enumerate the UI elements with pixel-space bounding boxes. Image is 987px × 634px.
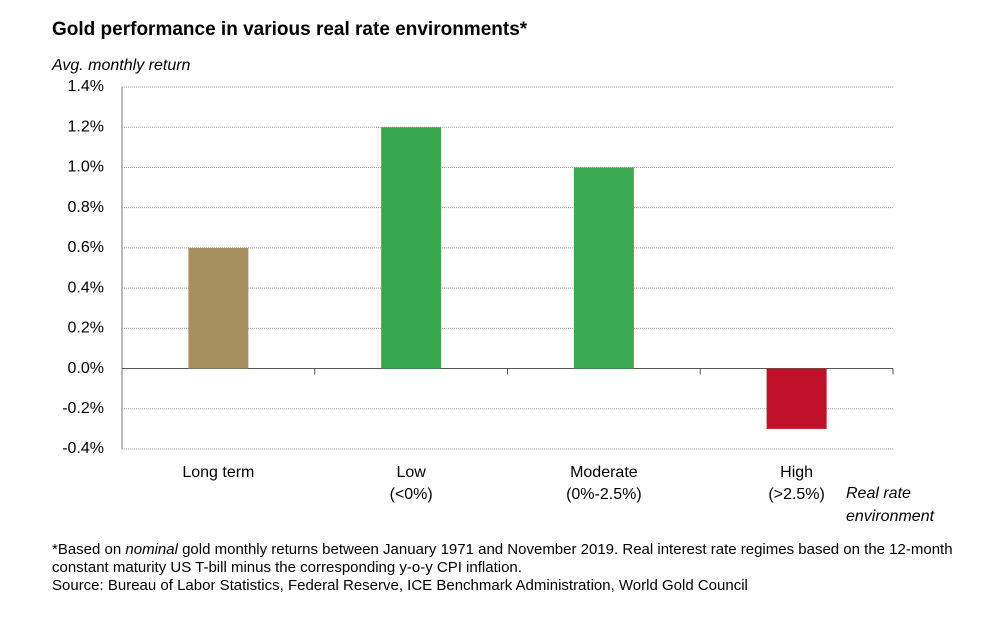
bar bbox=[766, 368, 827, 429]
y-tick-label: 1.0% bbox=[68, 159, 104, 176]
y-tick-label: 0.8% bbox=[68, 199, 104, 216]
y-tick-label: 0.4% bbox=[68, 279, 104, 296]
bar bbox=[573, 167, 634, 369]
x-axis-label: Real rate bbox=[846, 485, 911, 502]
x-tick-label: (<0%) bbox=[390, 486, 433, 503]
x-tick-label: (>2.5%) bbox=[768, 486, 824, 503]
x-axis-label: environment bbox=[846, 508, 935, 525]
x-tick-label: Long term bbox=[182, 464, 254, 481]
bar bbox=[381, 127, 442, 369]
y-tick-label: -0.2% bbox=[62, 400, 104, 417]
y-tick-label: 0.2% bbox=[68, 320, 104, 337]
x-tick-label: Low bbox=[396, 464, 426, 481]
y-tick-label: 1.4% bbox=[68, 78, 104, 95]
y-axis-label: Avg. monthly return bbox=[51, 57, 191, 74]
footnote-part: *Based on bbox=[52, 541, 126, 558]
y-tick-label: 0.6% bbox=[68, 239, 104, 256]
footnote-part: nominal bbox=[125, 541, 178, 558]
x-tick-label: High bbox=[780, 464, 813, 481]
y-tick-label: 1.2% bbox=[68, 118, 104, 135]
footnote-text: *Based on nominal gold monthly returns b… bbox=[52, 541, 962, 577]
footnote: *Based on nominal gold monthly returns b… bbox=[52, 541, 962, 595]
footnote-part: gold monthly returns between January 197… bbox=[52, 541, 953, 576]
x-tick-label: (0%-2.5%) bbox=[566, 486, 642, 503]
x-tick-label: Moderate bbox=[570, 464, 638, 481]
y-tick-label: -0.4% bbox=[62, 440, 104, 457]
bar bbox=[188, 247, 249, 369]
chart: Gold performance in various real rate en… bbox=[51, 19, 935, 525]
source: Source: Bureau of Labor Statistics, Fede… bbox=[52, 577, 748, 594]
y-tick-label: 0.0% bbox=[68, 360, 104, 377]
chart-title: Gold performance in various real rate en… bbox=[52, 19, 528, 40]
